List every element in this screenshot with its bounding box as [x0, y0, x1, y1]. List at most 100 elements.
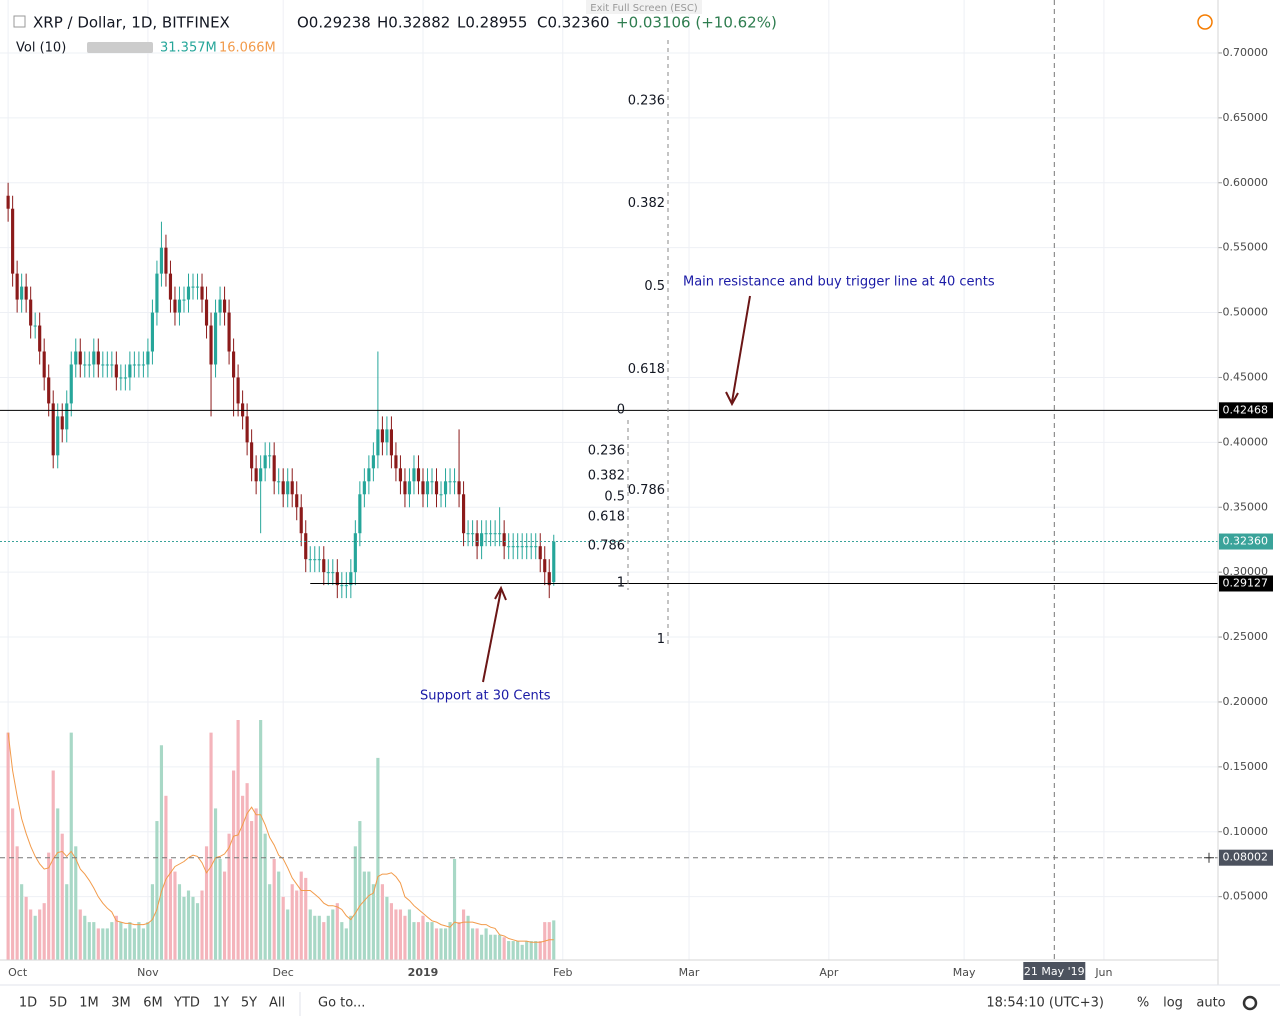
range-button[interactable]: 5Y: [241, 996, 257, 1011]
volume-bar: [304, 877, 308, 960]
range-button[interactable]: 1Y: [213, 996, 229, 1011]
candle-body: [173, 299, 177, 313]
range-button[interactable]: 5D: [49, 996, 67, 1011]
volume-bar: [362, 871, 366, 960]
symbol[interactable]: XRP / Dollar, 1D, BITFINEX: [33, 14, 230, 32]
volume-bar: [74, 846, 78, 960]
volume-bar: [376, 757, 380, 960]
candle-body: [78, 351, 82, 365]
volume-bar: [186, 890, 191, 960]
candle-body: [245, 416, 249, 443]
candle-body: [218, 299, 222, 313]
candle-body: [227, 312, 231, 352]
range-button[interactable]: 6M: [143, 996, 163, 1011]
volume-bar: [51, 770, 55, 960]
candle-body: [322, 559, 326, 573]
candle-body: [236, 377, 240, 404]
candle-body: [74, 351, 78, 365]
x-tick-label: Mar: [679, 966, 700, 979]
log-button[interactable]: log: [1163, 996, 1183, 1011]
volume-bar: [213, 808, 218, 960]
fib-level: 0.618: [628, 362, 665, 377]
candle-body: [331, 572, 335, 574]
volume-bar: [132, 928, 136, 960]
candle-body: [416, 468, 421, 482]
ohlc-low: L0.28955: [457, 14, 527, 32]
crosshair-x-box: [1023, 962, 1086, 980]
volume-bar: [137, 922, 141, 960]
volume-bar: [484, 928, 488, 960]
range-button[interactable]: 1D: [19, 996, 37, 1011]
range-button[interactable]: YTD: [173, 996, 200, 1011]
candle-body: [308, 559, 312, 561]
candle-body: [493, 533, 497, 535]
price-label: 0.42468: [1223, 403, 1269, 416]
volume-bar: [430, 922, 434, 960]
range-button[interactable]: All: [269, 996, 285, 1011]
y-tick-label: 0.60000: [1223, 176, 1269, 189]
volume-bar: [538, 941, 542, 960]
volume-bar: [525, 941, 529, 960]
goto[interactable]: Go to...: [318, 996, 365, 1011]
vol-buttons[interactable]: [87, 42, 153, 53]
volume-bar: [38, 909, 42, 960]
price-label: 0.32360: [1223, 535, 1269, 548]
volume-bar: [92, 922, 96, 960]
volume-bar: [534, 941, 538, 960]
range-button[interactable]: 1M: [79, 996, 99, 1011]
volume-bar: [232, 770, 236, 960]
candle-body: [56, 416, 60, 456]
auto-button[interactable]: auto: [1196, 996, 1225, 1011]
volume-bar: [209, 732, 213, 960]
candle-body: [380, 429, 384, 443]
price-label: 0.29127: [1223, 576, 1269, 589]
alert-icon[interactable]: [1197, 14, 1213, 30]
volume-bar: [155, 821, 159, 960]
candle-body: [443, 481, 448, 495]
vol-title[interactable]: Vol (10): [16, 41, 66, 56]
volume-bar: [87, 922, 91, 960]
volume-bar: [520, 944, 524, 960]
settings-icon[interactable]: [1242, 995, 1258, 1011]
y-tick-label: 0.35000: [1223, 500, 1269, 513]
y-tick-label: 0.70000: [1223, 46, 1269, 59]
candle-body: [340, 585, 344, 587]
volume-bar: [507, 941, 511, 960]
range-button[interactable]: 3M: [111, 996, 131, 1011]
volume-bar: [416, 922, 421, 960]
volume-bar: [168, 858, 173, 960]
candle-body: [461, 494, 466, 534]
candle-body: [511, 546, 515, 548]
volume-bar: [335, 903, 339, 960]
volume-bar: [452, 858, 457, 960]
volume-bar: [15, 846, 19, 960]
x-tick-label: Oct: [8, 966, 28, 979]
volume-bar: [218, 858, 222, 960]
y-tick-label: 0.25000: [1223, 630, 1269, 643]
volume-bar: [358, 821, 362, 960]
volume-bar: [331, 909, 335, 960]
volume-bar: [475, 928, 479, 960]
candle-body: [304, 533, 308, 560]
exit-bar[interactable]: [586, 0, 702, 14]
candle-body: [353, 533, 357, 573]
candle-body: [186, 286, 191, 300]
volume-bar: [259, 720, 263, 960]
volume-bar: [60, 833, 64, 960]
candle-body: [552, 541, 556, 583]
candle-body: [6, 195, 10, 209]
candle-body: [534, 546, 538, 548]
price-label-box: [1219, 402, 1273, 419]
exit-full-screen[interactable]: Exit Full Screen (ESC): [590, 3, 698, 14]
percent-button[interactable]: %: [1137, 996, 1149, 1011]
volume-bar: [164, 795, 168, 960]
volume-bar: [317, 915, 321, 960]
candle-body: [421, 481, 425, 495]
symbol-icon: [13, 15, 26, 28]
candle-body: [110, 364, 114, 366]
candle-body: [489, 533, 493, 535]
ohlc-high: H0.32882: [377, 14, 450, 32]
fib-level: 1: [657, 632, 665, 647]
volume-bar: [457, 922, 461, 960]
volume-bar: [326, 915, 330, 960]
